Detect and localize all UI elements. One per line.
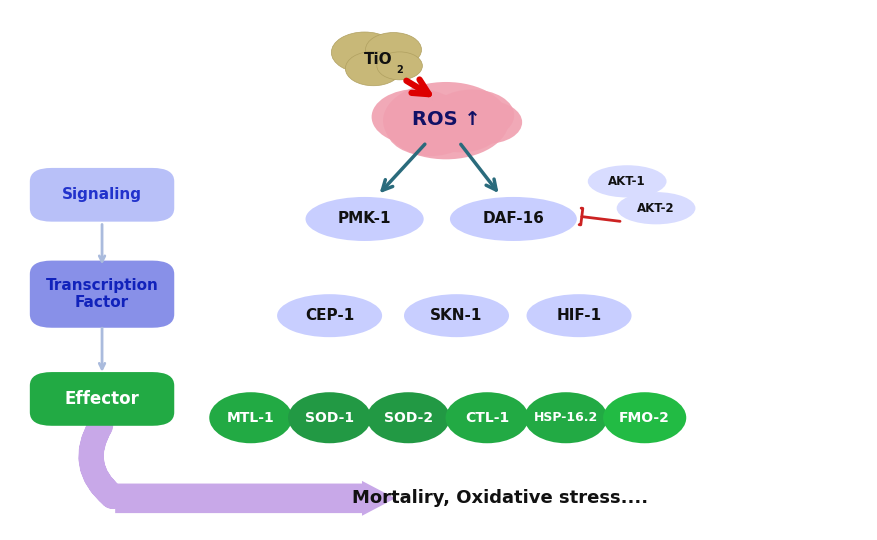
Text: AKT-2: AKT-2 (637, 202, 674, 215)
Circle shape (452, 101, 522, 144)
Circle shape (376, 52, 422, 80)
Circle shape (331, 32, 397, 73)
FancyBboxPatch shape (30, 168, 174, 221)
Text: MTL-1: MTL-1 (226, 411, 275, 425)
FancyArrowPatch shape (91, 426, 113, 497)
FancyArrow shape (115, 481, 395, 516)
Circle shape (386, 103, 474, 156)
Ellipse shape (367, 392, 449, 443)
FancyBboxPatch shape (30, 261, 174, 328)
Circle shape (365, 32, 421, 67)
Ellipse shape (288, 392, 371, 443)
Ellipse shape (587, 165, 666, 198)
Text: Transcription
Factor: Transcription Factor (46, 278, 158, 310)
Ellipse shape (602, 392, 686, 443)
Ellipse shape (449, 197, 576, 241)
Circle shape (345, 51, 401, 86)
Ellipse shape (445, 392, 528, 443)
Circle shape (420, 103, 501, 152)
Text: 2: 2 (396, 65, 403, 75)
Text: HIF-1: HIF-1 (556, 308, 601, 323)
Text: TiO: TiO (363, 52, 392, 67)
Text: SOD-2: SOD-2 (383, 411, 432, 425)
Text: DAF-16: DAF-16 (481, 212, 544, 226)
Ellipse shape (526, 294, 631, 337)
Ellipse shape (616, 192, 695, 224)
Circle shape (371, 89, 462, 145)
Circle shape (382, 82, 509, 159)
Circle shape (430, 90, 514, 141)
Text: ROS ↑: ROS ↑ (411, 110, 480, 129)
Text: FMO-2: FMO-2 (618, 411, 669, 425)
Text: Effector: Effector (65, 390, 139, 408)
Text: SOD-1: SOD-1 (304, 411, 353, 425)
Text: AKT-1: AKT-1 (608, 175, 645, 188)
Ellipse shape (524, 392, 607, 443)
Text: HSP-16.2: HSP-16.2 (533, 411, 597, 424)
Text: Signaling: Signaling (62, 187, 142, 202)
Text: Mortaliry, Oxidative stress....: Mortaliry, Oxidative stress.... (352, 489, 647, 507)
Text: CEP-1: CEP-1 (304, 308, 353, 323)
Text: SKN-1: SKN-1 (430, 308, 482, 323)
FancyBboxPatch shape (30, 372, 174, 426)
Ellipse shape (209, 392, 292, 443)
Ellipse shape (305, 197, 424, 241)
Ellipse shape (403, 294, 509, 337)
Text: PMK-1: PMK-1 (338, 212, 391, 226)
Ellipse shape (277, 294, 381, 337)
Text: CTL-1: CTL-1 (465, 411, 509, 425)
